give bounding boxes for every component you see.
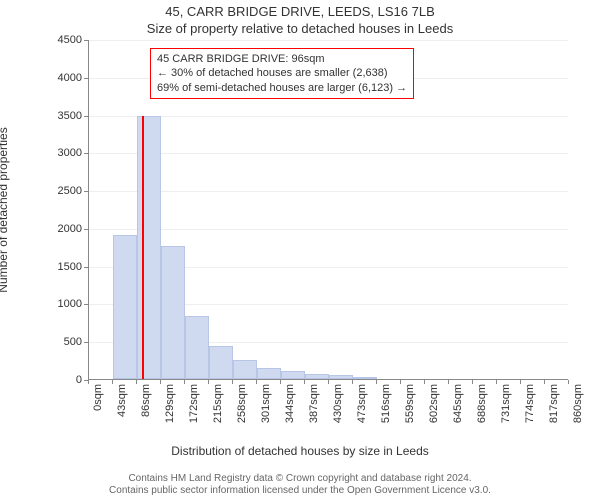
y-tick-mark (84, 304, 88, 305)
y-tick-label: 500 (42, 336, 82, 348)
x-tick-mark (256, 380, 257, 384)
x-tick-label: 473sqm (356, 384, 368, 423)
page-title: 45, CARR BRIDGE DRIVE, LEEDS, LS16 7LB (0, 0, 600, 19)
x-tick-mark (88, 380, 89, 384)
x-tick-mark (352, 380, 353, 384)
annotation-line: 69% of semi-detached houses are larger (… (157, 81, 407, 95)
y-tick-label: 1000 (42, 298, 82, 310)
x-tick-label: 774sqm (524, 384, 536, 423)
x-tick-mark (280, 380, 281, 384)
annotation-box: 45 CARR BRIDGE DRIVE: 96sqm← 30% of deta… (150, 48, 414, 99)
x-tick-mark (472, 380, 473, 384)
y-tick-label: 3000 (42, 147, 82, 159)
x-tick-mark (448, 380, 449, 384)
y-tick-label: 2000 (42, 223, 82, 235)
annotation-line: 45 CARR BRIDGE DRIVE: 96sqm (157, 52, 407, 66)
gridline (89, 40, 568, 41)
y-axis-label: Number of detached properties (0, 127, 10, 292)
y-tick-mark (84, 229, 88, 230)
footer-line-1: Contains HM Land Registry data © Crown c… (0, 473, 600, 485)
x-tick-mark (304, 380, 305, 384)
y-tick-label: 3500 (42, 110, 82, 122)
x-tick-label: 516sqm (380, 384, 392, 423)
x-tick-label: 559sqm (404, 384, 416, 423)
x-tick-label: 645sqm (452, 384, 464, 423)
histogram-bar (185, 316, 209, 379)
x-tick-mark (112, 380, 113, 384)
y-tick-mark (84, 342, 88, 343)
histogram-bar (281, 371, 305, 379)
x-tick-label: 817sqm (548, 384, 560, 423)
y-tick-mark (84, 191, 88, 192)
x-tick-label: 129sqm (164, 384, 176, 423)
x-tick-mark (208, 380, 209, 384)
x-tick-label: 430sqm (332, 384, 344, 423)
x-tick-mark (496, 380, 497, 384)
x-tick-mark (400, 380, 401, 384)
x-tick-mark (136, 380, 137, 384)
x-tick-label: 344sqm (284, 384, 296, 423)
x-tick-mark (568, 380, 569, 384)
x-tick-mark (232, 380, 233, 384)
y-tick-label: 0 (42, 374, 82, 386)
x-tick-label: 86sqm (140, 384, 152, 417)
x-axis-label: Distribution of detached houses by size … (0, 444, 600, 458)
x-tick-label: 215sqm (212, 384, 224, 423)
x-tick-label: 387sqm (308, 384, 320, 423)
annotation-line: ← 30% of detached houses are smaller (2,… (157, 66, 407, 80)
x-tick-label: 301sqm (260, 384, 272, 423)
y-tick-label: 1500 (42, 261, 82, 273)
footer-attribution: Contains HM Land Registry data © Crown c… (0, 473, 600, 497)
y-tick-label: 4500 (42, 34, 82, 46)
x-tick-mark (328, 380, 329, 384)
x-tick-mark (424, 380, 425, 384)
x-tick-mark (184, 380, 185, 384)
x-tick-label: 688sqm (476, 384, 488, 423)
x-tick-mark (376, 380, 377, 384)
histogram-bar (161, 246, 185, 379)
x-tick-label: 258sqm (236, 384, 248, 423)
x-tick-label: 0sqm (92, 384, 104, 411)
histogram-bar (233, 360, 257, 379)
x-tick-mark (520, 380, 521, 384)
x-tick-label: 860sqm (572, 384, 584, 423)
histogram-bar (113, 235, 137, 379)
y-tick-mark (84, 267, 88, 268)
chart-container: 050010001500200025003000350040004500 0sq… (54, 40, 568, 410)
histogram-bar (209, 346, 233, 379)
x-tick-mark (544, 380, 545, 384)
property-marker-line (142, 116, 144, 379)
footer-line-2: Contains public sector information licen… (0, 485, 600, 497)
x-tick-label: 43sqm (116, 384, 128, 417)
y-tick-mark (84, 116, 88, 117)
page-subtitle: Size of property relative to detached ho… (0, 19, 600, 36)
histogram-bar (257, 368, 281, 379)
x-tick-label: 172sqm (188, 384, 200, 423)
histogram-bar (353, 377, 377, 379)
y-tick-mark (84, 78, 88, 79)
histogram-bar (329, 375, 353, 379)
y-tick-label: 2500 (42, 185, 82, 197)
histogram-bar (305, 374, 329, 379)
x-tick-mark (160, 380, 161, 384)
x-tick-label: 731sqm (500, 384, 512, 423)
y-tick-mark (84, 153, 88, 154)
y-tick-mark (84, 40, 88, 41)
x-tick-label: 602sqm (428, 384, 440, 423)
y-tick-label: 4000 (42, 72, 82, 84)
